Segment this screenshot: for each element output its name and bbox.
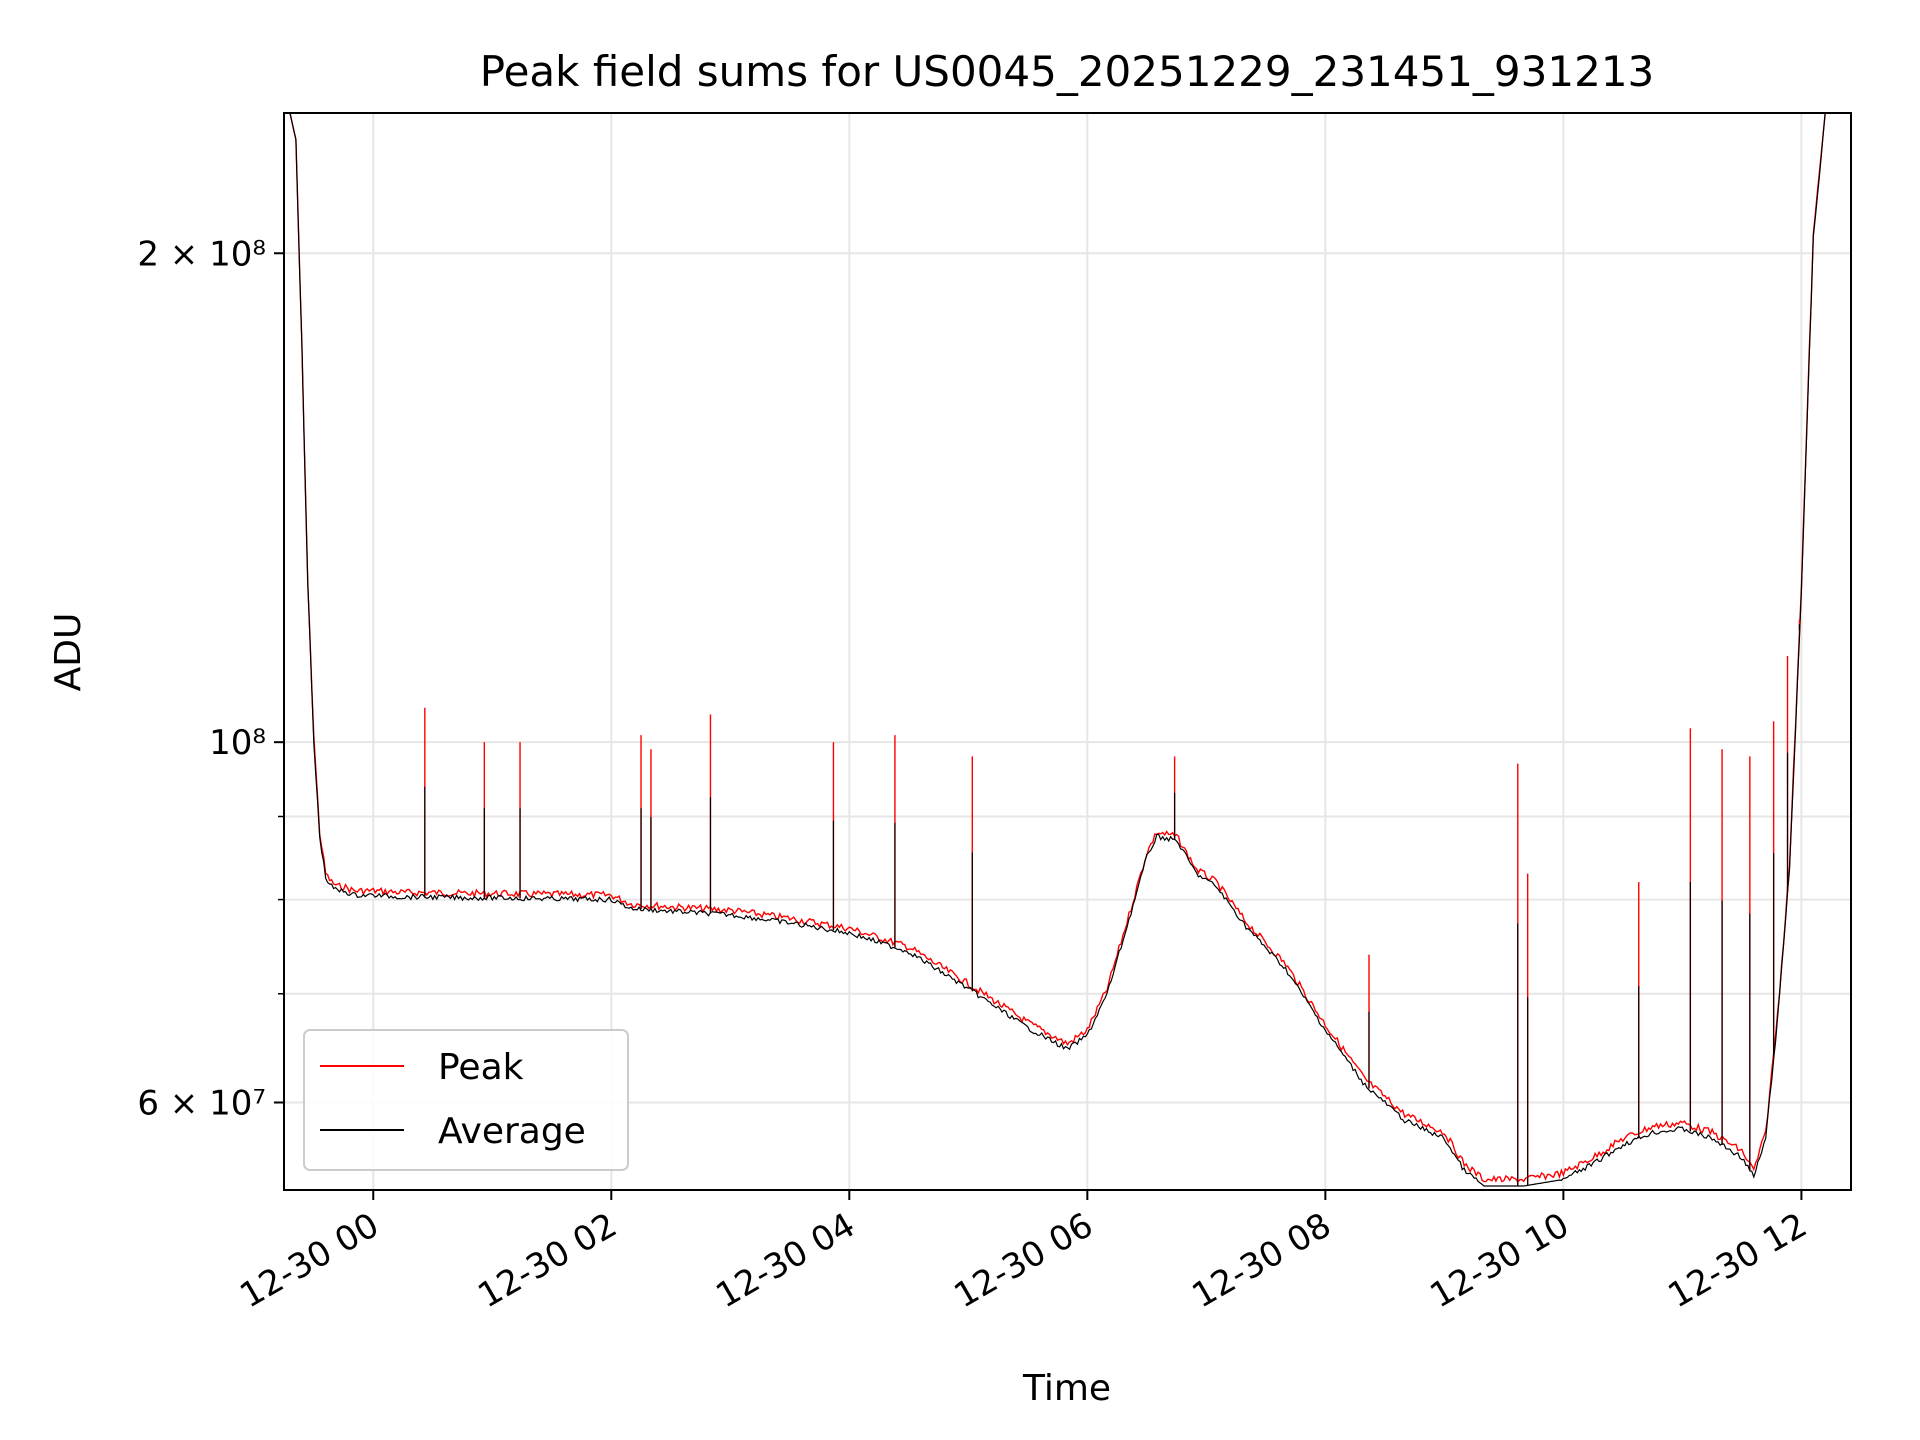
y-tick-label: 6 × 10⁷ (137, 1083, 266, 1123)
series-line-average (284, 113, 1851, 1187)
legend-label-peak: Peak (438, 1047, 524, 1088)
chart-title: Peak field sums for US0045_20251229_2314… (480, 47, 1655, 96)
legend: Peak Average (303, 1029, 629, 1171)
y-tick-label: 2 × 10⁸ (137, 234, 266, 274)
plot-area (284, 113, 1851, 1187)
grid (284, 113, 1851, 1190)
y-tick-label: 10⁸ (209, 723, 266, 763)
legend-label-average: Average (438, 1111, 586, 1152)
y-axis-label: ADU (48, 613, 89, 692)
x-axis-label: Time (1022, 1368, 1111, 1409)
series-line-peak (284, 113, 1851, 1184)
plot-frame (283, 112, 1852, 1191)
y-axis: 6 × 10⁷ 10⁸ 2 × 10⁸ (137, 234, 284, 1123)
